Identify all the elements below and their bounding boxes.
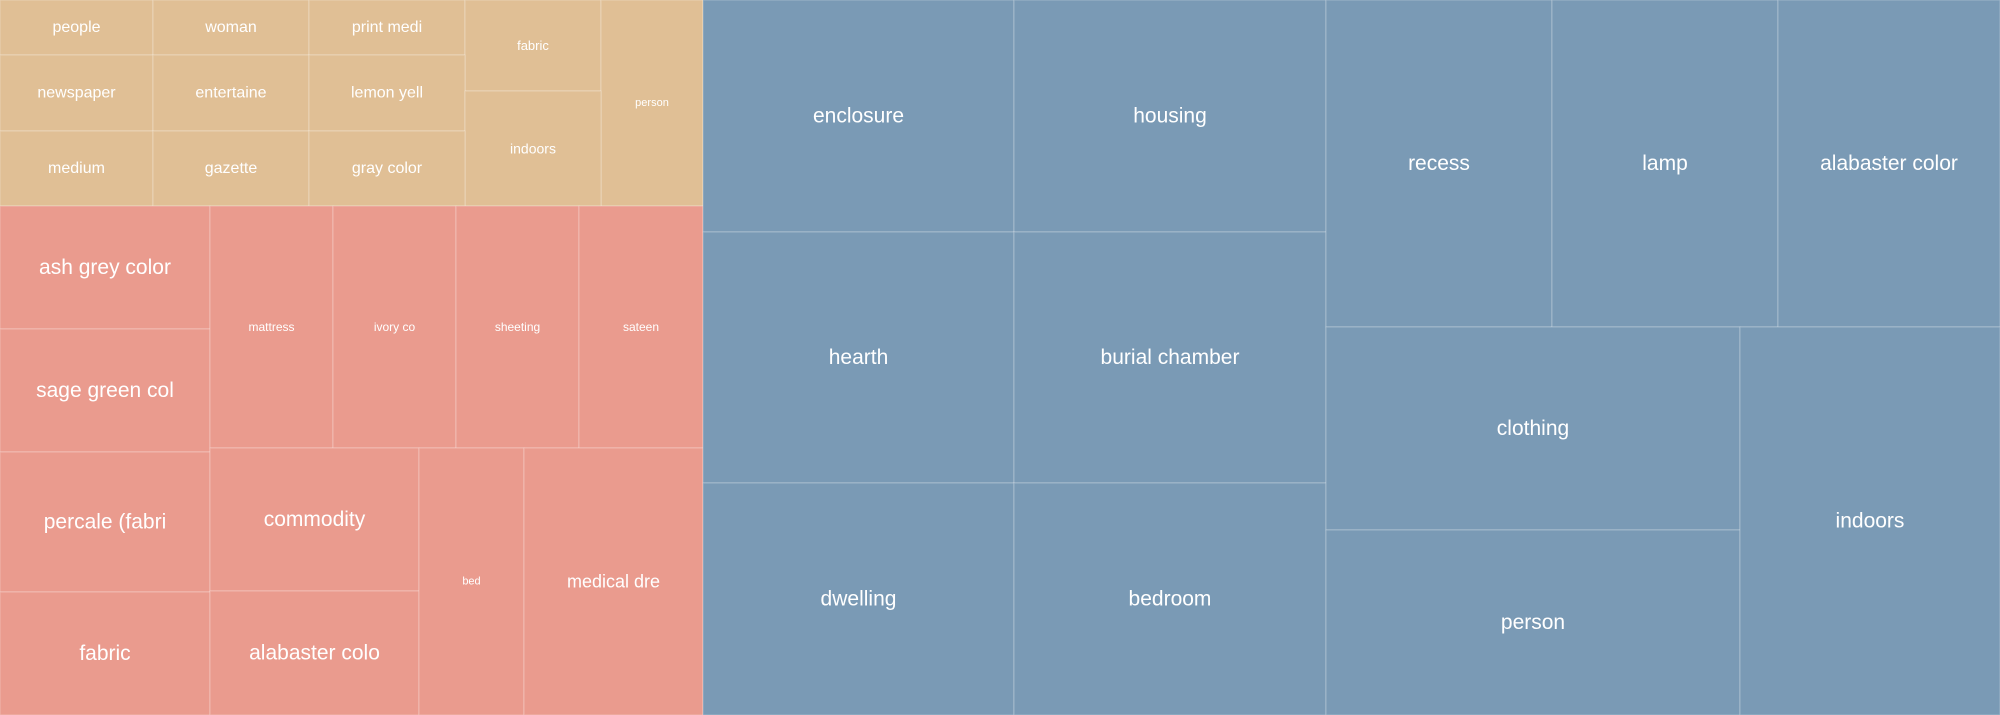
treemap-cell-person-label: person bbox=[635, 97, 669, 109]
treemap-cell-medium-label: medium bbox=[48, 160, 105, 177]
treemap-cell-bed-label: bed bbox=[462, 576, 480, 588]
treemap-cell-fabric-label: fabric bbox=[79, 642, 130, 665]
treemap-cell-commodity-label: commodity bbox=[264, 508, 366, 531]
treemap-cell-dwelling-label: dwelling bbox=[821, 588, 897, 611]
treemap-cell-gray-color bbox=[308, 130, 466, 207]
treemap-cell-indoors bbox=[464, 90, 602, 207]
treemap-cell-woman-label: woman bbox=[204, 19, 257, 36]
treemap-cell-recess-label: recess bbox=[1408, 152, 1470, 175]
treemap-cell-sage-green-col bbox=[0, 328, 211, 453]
treemap-cell-sateen bbox=[578, 205, 704, 449]
treemap-cell-bed bbox=[418, 447, 525, 715]
treemap-cell-fabric-label: fabric bbox=[517, 38, 549, 53]
treemap-cell-fabric bbox=[464, 0, 602, 92]
treemap-cell-lemon-yell-label: lemon yell bbox=[351, 85, 423, 102]
treemap-cell-mattress-label: mattress bbox=[248, 320, 294, 334]
treemap-cell-ash-grey-color-label: ash grey color bbox=[39, 256, 171, 279]
treemap-cell-entertaine-label: entertaine bbox=[195, 85, 266, 102]
treemap-cell-dwelling bbox=[702, 482, 1015, 715]
treemap-group-2: ash grey color sage green col percale (fab… bbox=[0, 205, 704, 715]
treemap-cell-indoors-label: indoors bbox=[1836, 510, 1905, 533]
treemap-cell-lamp-label: lamp bbox=[1642, 152, 1688, 175]
treemap-cell-alabaster-color bbox=[1777, 0, 2000, 328]
treemap-cell-sheeting bbox=[455, 205, 580, 449]
treemap-cell-sateen-label: sateen bbox=[623, 320, 659, 334]
treemap-cell-ivory-co-label: ivory co bbox=[374, 320, 416, 334]
treemap-cell-medical-dre-label: medical dre bbox=[567, 572, 660, 592]
treemap-cell-burial-chamber bbox=[1013, 231, 1327, 484]
treemap-cell-burial-chamber-label: burial chamber bbox=[1101, 346, 1240, 369]
treemap-cell-housing-label: housing bbox=[1133, 105, 1207, 128]
treemap-cell-sage-green-col-label: sage green col bbox=[36, 379, 174, 402]
treemap-cell-print-medi-label: print medi bbox=[352, 19, 422, 36]
treemap-group-1: people woman print medi fabric person newspap… bbox=[0, 0, 704, 207]
treemap-cell-indoors-label: indoors bbox=[510, 141, 556, 157]
treemap-cell-sheeting-label: sheeting bbox=[495, 320, 540, 334]
treemap-cell-alabaster-colo bbox=[209, 590, 420, 715]
treemap-cell-newspaper-label: newspaper bbox=[37, 85, 116, 102]
treemap-cell-hearth-label: hearth bbox=[829, 346, 889, 369]
treemap-cell-bedroom bbox=[1013, 482, 1327, 715]
treemap-cell-housing bbox=[1013, 0, 1327, 233]
treemap-cell-person bbox=[1325, 529, 1741, 715]
treemap-cell-lamp bbox=[1551, 0, 1779, 328]
treemap-cell-fabric bbox=[0, 591, 211, 715]
treemap-cell-percale-fabri bbox=[0, 451, 211, 593]
treemap-cell-lemon-yell bbox=[308, 54, 466, 132]
treemap-cell-mattress bbox=[209, 205, 334, 449]
treemap-cell-person bbox=[600, 0, 704, 207]
treemap-cell-enclosure bbox=[702, 0, 1015, 233]
treemap-cell-enclosure-label: enclosure bbox=[813, 105, 904, 128]
treemap-cell-alabaster-color-label: alabaster color bbox=[1820, 152, 1958, 175]
treemap-cell-medium bbox=[0, 130, 154, 207]
treemap-cell-alabaster-colo-label: alabaster colo bbox=[249, 642, 380, 665]
treemap-cell-person-label: person bbox=[1501, 611, 1565, 634]
treemap-cell-recess bbox=[1325, 0, 1553, 328]
treemap-cell-people-label: people bbox=[52, 19, 100, 36]
treemap-cell-ivory-co bbox=[332, 205, 457, 449]
treemap-cell-hearth bbox=[702, 231, 1015, 484]
treemap-cell-clothing-label: clothing bbox=[1497, 417, 1569, 440]
treemap-cell-woman bbox=[152, 0, 310, 56]
treemap-cell-gazette-label: gazette bbox=[205, 160, 258, 177]
treemap-cell-percale-fabri-label: percale (fabri bbox=[44, 511, 167, 534]
treemap-cell-ash-grey-color bbox=[0, 205, 211, 330]
treemap-cell-medical-dre bbox=[523, 447, 704, 715]
treemap-cell-bedroom-label: bedroom bbox=[1129, 588, 1212, 611]
treemap-cell-indoors bbox=[1739, 326, 2000, 715]
treemap-group-3: enclosure housing hearth burial chamber dwel… bbox=[702, 0, 2000, 715]
treemap-cell-entertaine bbox=[152, 54, 310, 132]
treemap-cell-commodity bbox=[209, 447, 420, 592]
treemap-cell-gray-color-label: gray color bbox=[352, 160, 423, 177]
